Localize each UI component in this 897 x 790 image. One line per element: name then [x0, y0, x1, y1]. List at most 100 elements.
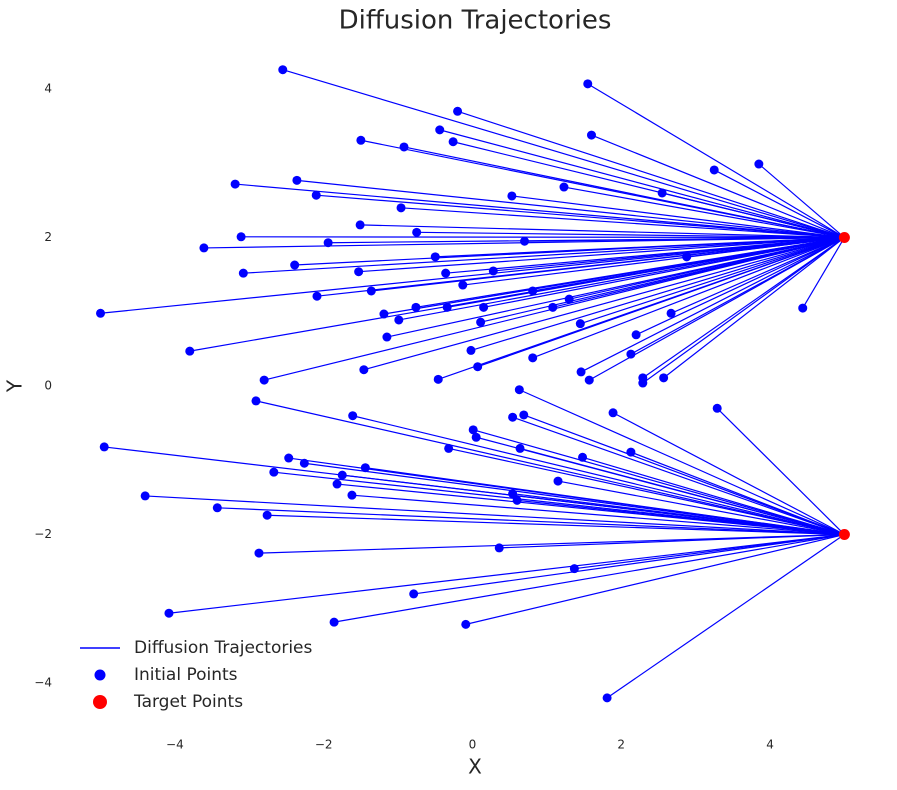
trajectory [465, 533, 845, 625]
point [553, 476, 563, 486]
trajectory [663, 237, 845, 379]
point [323, 238, 333, 248]
point [312, 291, 322, 301]
trajectory [316, 236, 845, 297]
trajectory [258, 533, 845, 554]
point [329, 617, 339, 627]
trajectory [267, 514, 845, 536]
point [382, 332, 392, 342]
trajectory [351, 494, 845, 536]
point [515, 443, 525, 453]
point [754, 159, 764, 169]
trajectory [217, 507, 845, 536]
point [311, 190, 321, 200]
point [586, 130, 596, 140]
point [262, 510, 272, 520]
trajectory [713, 169, 845, 239]
point [199, 243, 209, 253]
trajectory [480, 236, 845, 323]
trajectory [365, 467, 845, 536]
point [399, 142, 409, 152]
point [394, 315, 404, 325]
point [332, 479, 342, 489]
trajectory [241, 236, 845, 239]
point [608, 408, 618, 418]
trajectory [670, 236, 845, 314]
trajectory [333, 533, 845, 623]
point [602, 693, 612, 703]
trajectory [360, 224, 845, 239]
trajectory [401, 207, 845, 239]
legend-label: Target Points [133, 692, 243, 712]
point [631, 330, 641, 340]
point [512, 495, 522, 505]
trajectory [462, 236, 845, 286]
point [578, 452, 588, 462]
point [236, 232, 246, 242]
point [379, 309, 389, 319]
legend-label: Diffusion Trajectories [134, 638, 313, 658]
point [299, 458, 309, 468]
point [140, 491, 150, 501]
point [430, 252, 440, 262]
point [548, 302, 558, 312]
point [259, 375, 269, 385]
y-tick-label: 2 [44, 230, 52, 244]
point [409, 589, 419, 599]
point [278, 65, 288, 75]
trajectory [532, 236, 845, 359]
point [682, 252, 692, 262]
trajectory [438, 236, 845, 380]
point [528, 353, 538, 363]
trajectory [296, 179, 845, 239]
point [659, 373, 669, 383]
trajectory [517, 499, 845, 536]
point [584, 375, 594, 385]
trajectory [386, 236, 845, 338]
point [838, 232, 850, 244]
trajectory [145, 495, 845, 536]
trajectory [473, 429, 845, 536]
trajectory [642, 237, 845, 379]
trajectory [758, 163, 845, 238]
point [473, 362, 483, 372]
trajectory [523, 414, 845, 536]
point [448, 137, 458, 147]
x-tick-label: 4 [766, 738, 774, 752]
point [666, 308, 676, 318]
point [444, 443, 454, 453]
point [269, 467, 279, 477]
trajectory [316, 194, 845, 239]
point [569, 564, 579, 574]
point [284, 453, 294, 463]
point [798, 303, 808, 313]
trajectory [304, 462, 845, 536]
point [355, 220, 365, 230]
point [657, 188, 667, 198]
point [354, 267, 364, 277]
point [514, 385, 524, 395]
trajectory [635, 236, 845, 336]
point [411, 302, 421, 312]
point [583, 79, 593, 89]
point [337, 470, 347, 480]
trajectory [630, 451, 845, 536]
point [576, 367, 586, 377]
x-tick-label: −2 [315, 738, 333, 752]
trajectory [448, 447, 845, 536]
point [360, 463, 370, 473]
trajectory [612, 412, 845, 536]
point [507, 191, 517, 201]
point [212, 503, 222, 513]
point [164, 608, 174, 618]
trajectory [519, 447, 845, 536]
point [471, 432, 481, 442]
point [508, 489, 518, 499]
point [520, 236, 530, 246]
legend-marker [93, 695, 107, 709]
trajectory [255, 400, 845, 536]
trajectory [512, 416, 845, 536]
chart-title: Diffusion Trajectories [339, 6, 612, 36]
point [564, 294, 574, 304]
